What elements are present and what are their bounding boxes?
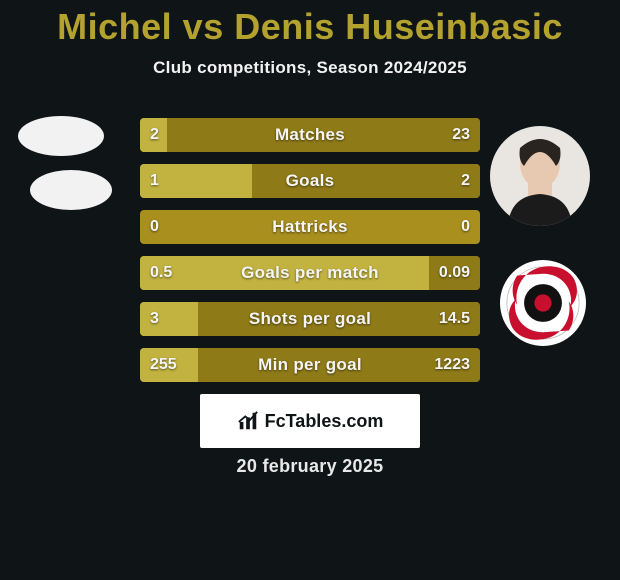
stat-left-value: 0: [150, 210, 159, 244]
right-team-badge: [500, 260, 586, 346]
stat-row: Hattricks0 0: [140, 210, 480, 244]
stat-row: Matches2 23: [140, 118, 480, 152]
chart-icon: [237, 410, 259, 432]
site-logo: FcTables.com: [200, 394, 420, 448]
left-player-avatar: [18, 116, 104, 156]
stat-label: Hattricks: [140, 210, 480, 244]
stat-left-value: 2: [150, 118, 159, 152]
page-title: Michel vs Denis Huseinbasic: [0, 0, 620, 48]
site-logo-text: FcTables.com: [265, 411, 384, 432]
comparison-infographic: Michel vs Denis Huseinbasic Club competi…: [0, 0, 620, 580]
stat-label: Goals per match: [140, 256, 480, 290]
stat-right-value: 2: [461, 164, 470, 198]
right-player-avatar: [490, 126, 590, 226]
team-badge-icon: [500, 260, 586, 346]
stat-row: Min per goal255 1223: [140, 348, 480, 382]
stat-row: Shots per goal3 14.5: [140, 302, 480, 336]
stat-label: Shots per goal: [140, 302, 480, 336]
stat-left-value: 0.5: [150, 256, 172, 290]
stat-label: Min per goal: [140, 348, 480, 382]
stat-left-value: 3: [150, 302, 159, 336]
team-badge-placeholder-icon: [30, 170, 112, 210]
stat-right-value: 0.09: [439, 256, 470, 290]
stats-bars: Matches223Goals12Hattricks00Goals per ma…: [140, 118, 480, 394]
stat-right-value: 0: [461, 210, 470, 244]
stat-row: Goals1 2: [140, 164, 480, 198]
stat-row: Goals per match0.5 0.09: [140, 256, 480, 290]
left-team-badge: [30, 170, 112, 210]
stat-left-value: 1: [150, 164, 159, 198]
stat-right-value: 14.5: [439, 302, 470, 336]
avatar-photo-icon: [490, 126, 590, 226]
stat-left-value: 255: [150, 348, 177, 382]
stat-right-value: 1223: [434, 348, 470, 382]
stat-label: Goals: [140, 164, 480, 198]
avatar-placeholder-icon: [18, 116, 104, 156]
footer-date: 20 february 2025: [0, 456, 620, 477]
page-subtitle: Club competitions, Season 2024/2025: [0, 58, 620, 78]
stat-label: Matches: [140, 118, 480, 152]
stat-right-value: 23: [452, 118, 470, 152]
